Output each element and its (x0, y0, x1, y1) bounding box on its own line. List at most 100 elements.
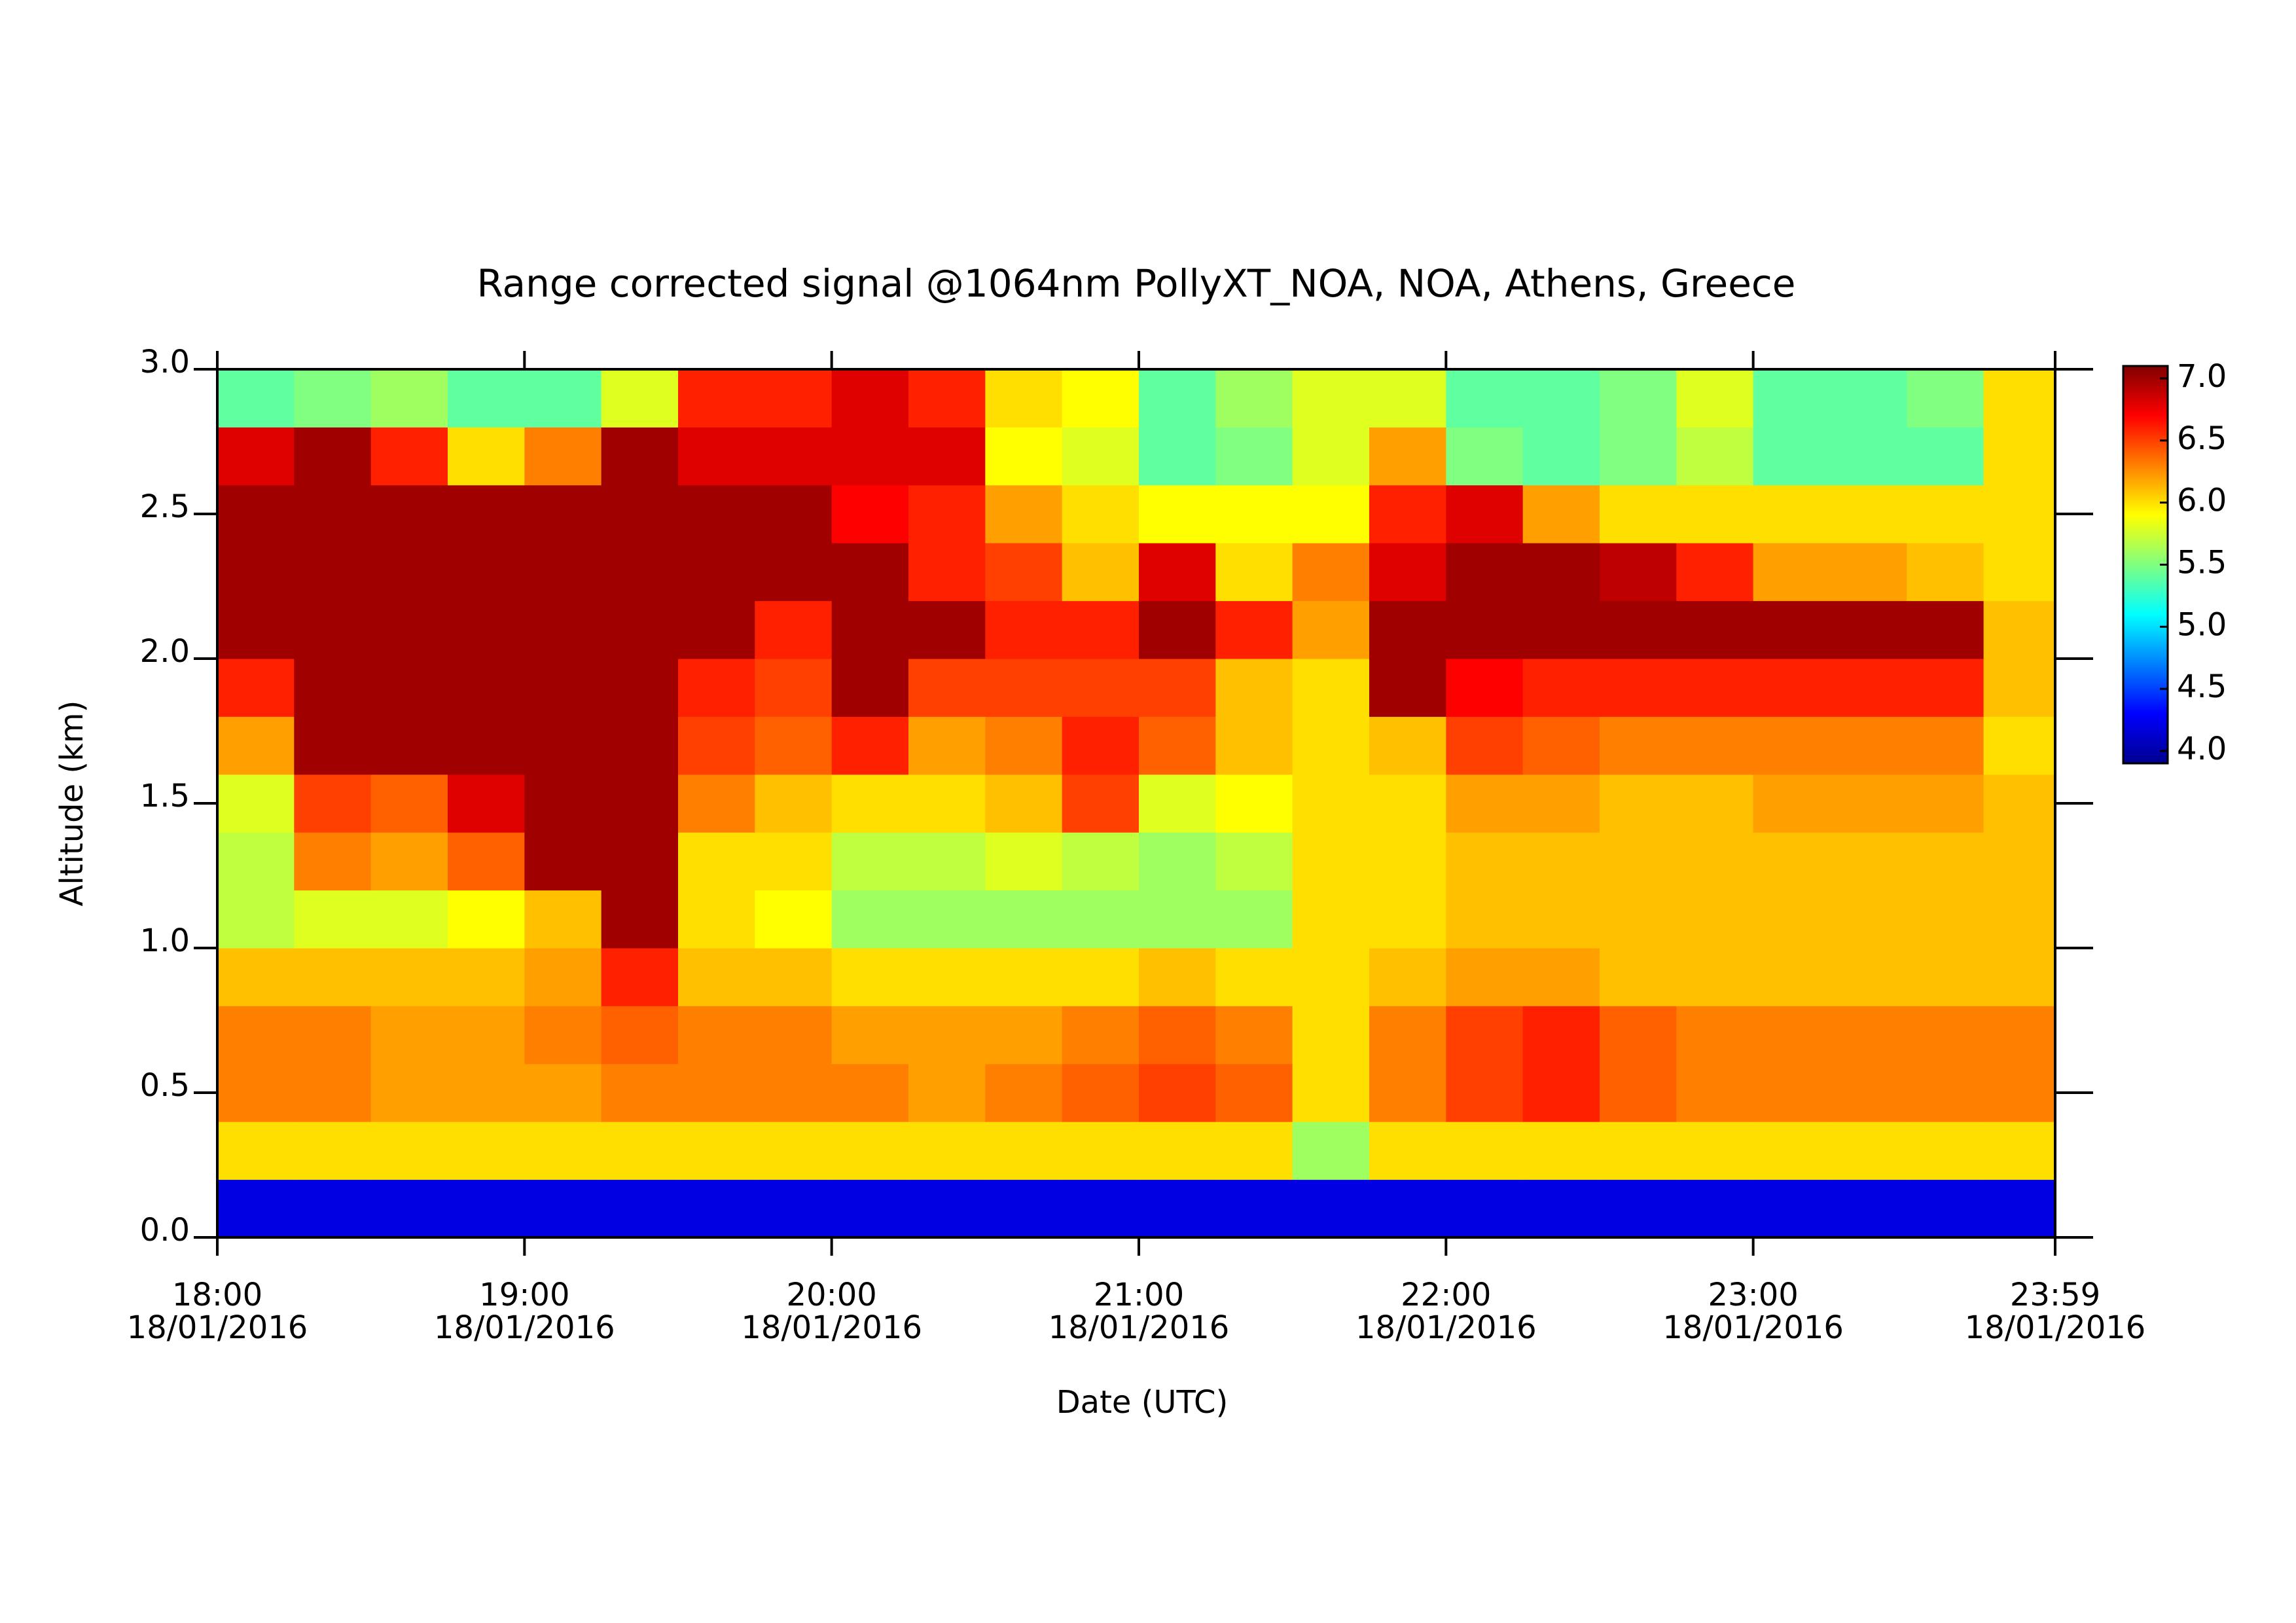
colorbar-tick-label: 6.5 (2177, 420, 2227, 457)
y-tick-label: 3.0 (140, 344, 190, 380)
heatmap-cell (1062, 659, 1139, 717)
heatmap-cell (1829, 832, 1907, 891)
heatmap-cell (1907, 659, 1984, 717)
heatmap-cell (1215, 948, 1293, 1006)
heatmap-cell (1829, 543, 1907, 602)
heatmap-cell (524, 659, 602, 717)
heatmap-cell (524, 832, 602, 891)
heatmap-cell (755, 1063, 833, 1122)
heatmap-cell (294, 427, 372, 486)
heatmap-cell (908, 832, 986, 891)
heatmap-cell (1676, 369, 1754, 428)
heatmap-cell (1907, 1006, 1984, 1065)
heatmap-cell (1983, 1063, 2055, 1122)
heatmap-cell (524, 774, 602, 833)
heatmap-cell (1369, 948, 1446, 1006)
heatmap-cell (1138, 890, 1216, 949)
heatmap-cell (1522, 600, 1600, 659)
heatmap-cell (831, 1179, 909, 1237)
heatmap-cell (524, 1179, 602, 1237)
heatmap-cell (1522, 890, 1600, 949)
heatmap-cell (1446, 1063, 1524, 1122)
heatmap-cell (1753, 774, 1831, 833)
heatmap-cell (1753, 600, 1831, 659)
heatmap-cell (1062, 1179, 1139, 1237)
heatmap-cell (677, 948, 755, 1006)
heatmap-cell (677, 369, 755, 428)
heatmap-cell (370, 948, 448, 1006)
heatmap-cell (1753, 890, 1831, 949)
heatmap-cell (217, 369, 295, 428)
heatmap-cell (908, 1122, 986, 1180)
heatmap-cell (294, 774, 372, 833)
heatmap-cell (1829, 659, 1907, 717)
heatmap-cell (1829, 1179, 1907, 1237)
heatmap-cell (908, 427, 986, 486)
heatmap-cell (1138, 600, 1216, 659)
heatmap-cell (908, 1063, 986, 1122)
heatmap-cell (1599, 716, 1677, 775)
heatmap-cell (601, 716, 679, 775)
heatmap-cell (601, 484, 679, 543)
heatmap-cell (294, 1063, 372, 1122)
heatmap-cell (677, 484, 755, 543)
heatmap-cell (294, 716, 372, 775)
y-tick-label: 1.5 (140, 778, 190, 814)
heatmap-cell (1676, 600, 1754, 659)
heatmap-cell (1062, 716, 1139, 775)
heatmap-cell (1062, 543, 1139, 602)
heatmap-cell (831, 427, 909, 486)
heatmap-cell (370, 1063, 448, 1122)
heatmap-cell (677, 659, 755, 717)
x-axis-title: Date (UTC) (1056, 1384, 1229, 1421)
heatmap-cell (1522, 659, 1600, 717)
heatmap-cell (1983, 1122, 2055, 1180)
heatmap-cell (1138, 484, 1216, 543)
heatmap-cell (447, 1006, 525, 1065)
heatmap-cell (1829, 600, 1907, 659)
heatmap-cell (1907, 716, 1984, 775)
heatmap-cell (1446, 948, 1524, 1006)
heatmap-cell (755, 1179, 833, 1237)
heatmap-cell (1215, 659, 1293, 717)
heatmap-cell (908, 1006, 986, 1065)
heatmap-cell (1676, 1122, 1754, 1180)
heatmap-cell (908, 600, 986, 659)
heatmap-cell (447, 484, 525, 543)
heatmap-cell (217, 774, 295, 833)
heatmap-cell (370, 716, 448, 775)
y-tick-label: 0.5 (140, 1067, 190, 1104)
heatmap-cell (1829, 484, 1907, 543)
heatmap-cell (831, 716, 909, 775)
heatmap-cell (1753, 427, 1831, 486)
heatmap-cell (1292, 369, 1370, 428)
heatmap-cell (1599, 1179, 1677, 1237)
heatmap-cell (1138, 716, 1216, 775)
heatmap-cell (985, 1122, 1063, 1180)
x-tick-label: 18:00 18/01/2016 (127, 1277, 308, 1346)
heatmap-cell (1676, 1179, 1754, 1237)
heatmap-cell (1138, 948, 1216, 1006)
heatmap-cell (1292, 774, 1370, 833)
heatmap-cell (524, 1063, 602, 1122)
x-tick-label: 19:00 18/01/2016 (434, 1277, 615, 1346)
heatmap-cell (1676, 832, 1754, 891)
heatmap-cell (1676, 427, 1754, 486)
heatmap-cell (294, 1179, 372, 1237)
heatmap-cell (1522, 1006, 1600, 1065)
heatmap-cell (1676, 1006, 1754, 1065)
colorbar-tick-label: 5.0 (2177, 606, 2227, 643)
heatmap-cell (985, 1063, 1063, 1122)
heatmap-cell (1446, 890, 1524, 949)
heatmap-cell (1292, 484, 1370, 543)
heatmap-cell (524, 427, 602, 486)
heatmap-cell (908, 1179, 986, 1237)
heatmap-cell (601, 543, 679, 602)
heatmap-cell (601, 1063, 679, 1122)
heatmap-cell (1907, 1063, 1984, 1122)
heatmap-cell (217, 659, 295, 717)
heatmap-cell (1062, 832, 1139, 891)
heatmap-cell (677, 543, 755, 602)
heatmap-cell (1138, 369, 1216, 428)
heatmap-cell (755, 716, 833, 775)
